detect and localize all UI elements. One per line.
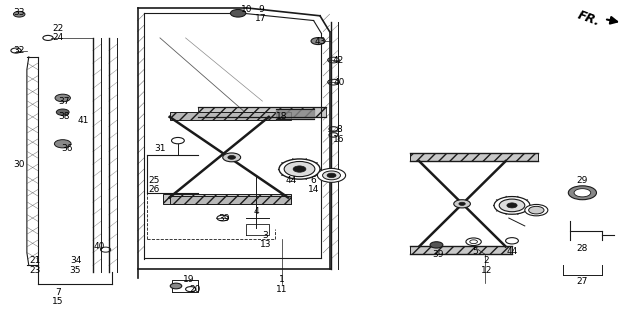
Text: 29: 29 — [577, 176, 588, 185]
Text: 38: 38 — [58, 112, 70, 121]
Text: 11: 11 — [276, 285, 287, 294]
Circle shape — [459, 202, 465, 205]
Text: 21: 21 — [29, 256, 41, 265]
Bar — [198, 107, 326, 117]
Circle shape — [323, 171, 340, 180]
Text: 12: 12 — [481, 266, 492, 275]
Circle shape — [284, 161, 315, 177]
Text: 42: 42 — [332, 56, 344, 64]
Circle shape — [454, 200, 470, 208]
Circle shape — [311, 38, 325, 45]
Circle shape — [499, 199, 525, 212]
Circle shape — [13, 11, 25, 17]
Text: 15: 15 — [52, 297, 63, 306]
Text: 4: 4 — [253, 207, 259, 216]
Text: 6: 6 — [311, 176, 316, 185]
Text: 37: 37 — [58, 97, 70, 106]
Polygon shape — [276, 109, 314, 118]
Text: 36: 36 — [61, 144, 73, 153]
Circle shape — [525, 204, 548, 216]
Text: 5: 5 — [473, 247, 478, 256]
Circle shape — [327, 173, 336, 178]
Circle shape — [223, 153, 241, 162]
Text: 3: 3 — [263, 231, 268, 240]
Text: 26: 26 — [148, 185, 159, 194]
Text: 19: 19 — [183, 275, 195, 284]
Text: 25: 25 — [148, 176, 159, 185]
Bar — [410, 153, 538, 161]
Text: 32: 32 — [13, 46, 25, 55]
Text: 44: 44 — [506, 247, 518, 256]
Circle shape — [170, 283, 182, 289]
Circle shape — [574, 189, 591, 197]
Bar — [170, 112, 291, 120]
Circle shape — [279, 159, 320, 179]
Text: 39: 39 — [218, 214, 230, 222]
Text: 40: 40 — [333, 78, 345, 87]
Text: 33: 33 — [13, 8, 25, 17]
Text: 28: 28 — [577, 244, 588, 252]
Circle shape — [317, 168, 346, 182]
Circle shape — [507, 203, 517, 208]
Text: FR.: FR. — [576, 9, 602, 29]
Text: 39: 39 — [433, 250, 444, 259]
Text: 1: 1 — [279, 275, 284, 284]
Text: 9: 9 — [259, 5, 264, 14]
Text: 23: 23 — [29, 266, 41, 275]
Text: 20: 20 — [189, 285, 201, 294]
Text: 43: 43 — [314, 37, 326, 46]
Circle shape — [54, 140, 71, 148]
Circle shape — [230, 9, 246, 17]
Circle shape — [228, 155, 236, 159]
Text: 14: 14 — [308, 185, 319, 194]
Text: 30: 30 — [13, 160, 25, 169]
Text: 35: 35 — [70, 266, 81, 275]
Text: 13: 13 — [260, 240, 271, 249]
Text: 8: 8 — [337, 125, 342, 134]
Text: 7: 7 — [55, 288, 60, 297]
Text: 40: 40 — [93, 242, 105, 251]
Text: 16: 16 — [333, 135, 345, 143]
Bar — [410, 246, 512, 254]
Circle shape — [293, 166, 306, 172]
Text: 17: 17 — [255, 15, 267, 23]
Text: 27: 27 — [577, 277, 588, 286]
Text: 10: 10 — [241, 5, 252, 14]
Circle shape — [529, 206, 544, 214]
Circle shape — [56, 109, 69, 115]
Text: 24: 24 — [52, 33, 63, 42]
Circle shape — [55, 94, 70, 102]
Text: 22: 22 — [52, 24, 63, 33]
Text: 41: 41 — [77, 116, 89, 125]
Circle shape — [568, 186, 596, 200]
Text: 31: 31 — [154, 144, 166, 153]
Text: 44: 44 — [285, 176, 297, 185]
Text: 2: 2 — [484, 256, 489, 265]
Bar — [163, 194, 291, 204]
Bar — [170, 196, 291, 204]
Text: 18: 18 — [276, 112, 287, 121]
Text: 34: 34 — [70, 256, 81, 265]
Circle shape — [494, 197, 530, 214]
Circle shape — [430, 242, 443, 248]
